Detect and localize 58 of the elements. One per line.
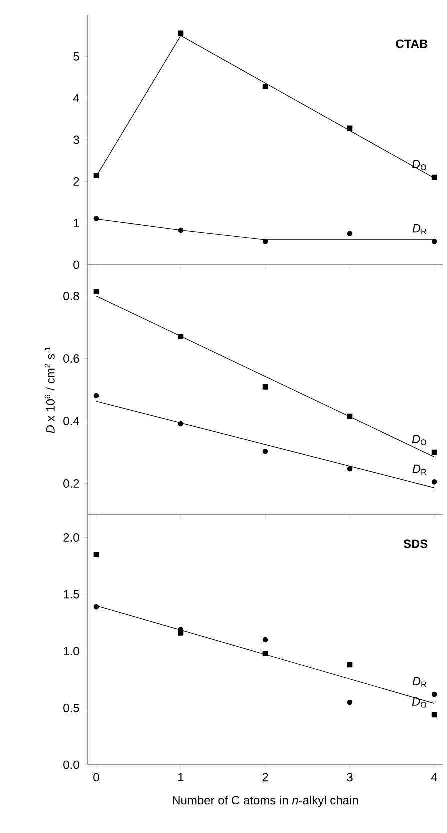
x-axis-title: Number of C atoms in n-alkyl chain bbox=[173, 796, 358, 808]
y-tick-label: 3 bbox=[74, 136, 80, 144]
point bbox=[262, 239, 268, 244]
text: CTAB bbox=[396, 40, 428, 48]
point bbox=[94, 289, 100, 295]
y-tick-label: 0.4 bbox=[64, 417, 80, 426]
point bbox=[347, 662, 353, 668]
point bbox=[94, 216, 100, 222]
y-tick-label: 1.0 bbox=[64, 647, 80, 656]
point bbox=[94, 173, 100, 178]
series-label: D$_{R}$ bbox=[412, 464, 426, 475]
point bbox=[262, 650, 268, 656]
y-tick-label: 5 bbox=[74, 52, 80, 61]
point bbox=[262, 84, 268, 90]
y-tick-label: 0.6 bbox=[64, 354, 80, 363]
y-tick-label: 1.5 bbox=[64, 590, 80, 599]
point bbox=[347, 126, 353, 131]
point bbox=[178, 421, 184, 427]
series-label: D$_{O}$ bbox=[412, 435, 426, 446]
point bbox=[262, 448, 268, 454]
point bbox=[178, 30, 184, 36]
y-axis-title: D x 10$^{6}$ / cm$^{2}$ s$^{-1}$ bbox=[44, 347, 55, 434]
point bbox=[432, 692, 438, 698]
x-tick-label: 4 bbox=[431, 773, 438, 782]
point bbox=[347, 414, 353, 420]
point bbox=[347, 466, 353, 472]
y-tick-label: 0.0 bbox=[64, 760, 80, 770]
y-tick-label: 0 bbox=[74, 260, 80, 270]
series-label: D$_{O}$ bbox=[412, 160, 426, 170]
point bbox=[178, 228, 184, 234]
point bbox=[94, 604, 100, 610]
point bbox=[262, 637, 268, 643]
series-label: D$_{R}$ bbox=[412, 677, 426, 688]
point bbox=[432, 174, 438, 180]
point bbox=[432, 712, 438, 718]
point bbox=[347, 231, 353, 236]
point bbox=[432, 480, 438, 485]
point bbox=[262, 384, 268, 390]
y-tick-label: 2 bbox=[74, 177, 80, 186]
y-tick-label: 0.5 bbox=[64, 704, 80, 712]
point bbox=[94, 552, 100, 558]
y-tick-label: 0.2 bbox=[64, 480, 80, 488]
point bbox=[178, 334, 184, 340]
x-tick-label: 3 bbox=[347, 773, 353, 782]
y-tick-label: 2.0 bbox=[64, 533, 80, 542]
series-label: D$_{O}$ bbox=[412, 698, 426, 708]
y-tick-label: 1 bbox=[74, 219, 80, 228]
text: SDS bbox=[404, 540, 428, 548]
x-tick-label: 1 bbox=[178, 773, 184, 782]
series-label: D$_{R}$ bbox=[412, 224, 426, 234]
x-tick-label: 2 bbox=[262, 773, 268, 782]
x-tick-label: 0 bbox=[94, 773, 100, 782]
point bbox=[432, 239, 438, 244]
y-tick-label: 4 bbox=[73, 94, 80, 102]
point bbox=[432, 450, 438, 456]
y-tick-label: 0.8 bbox=[64, 292, 80, 300]
point bbox=[347, 700, 353, 706]
point bbox=[94, 393, 100, 399]
